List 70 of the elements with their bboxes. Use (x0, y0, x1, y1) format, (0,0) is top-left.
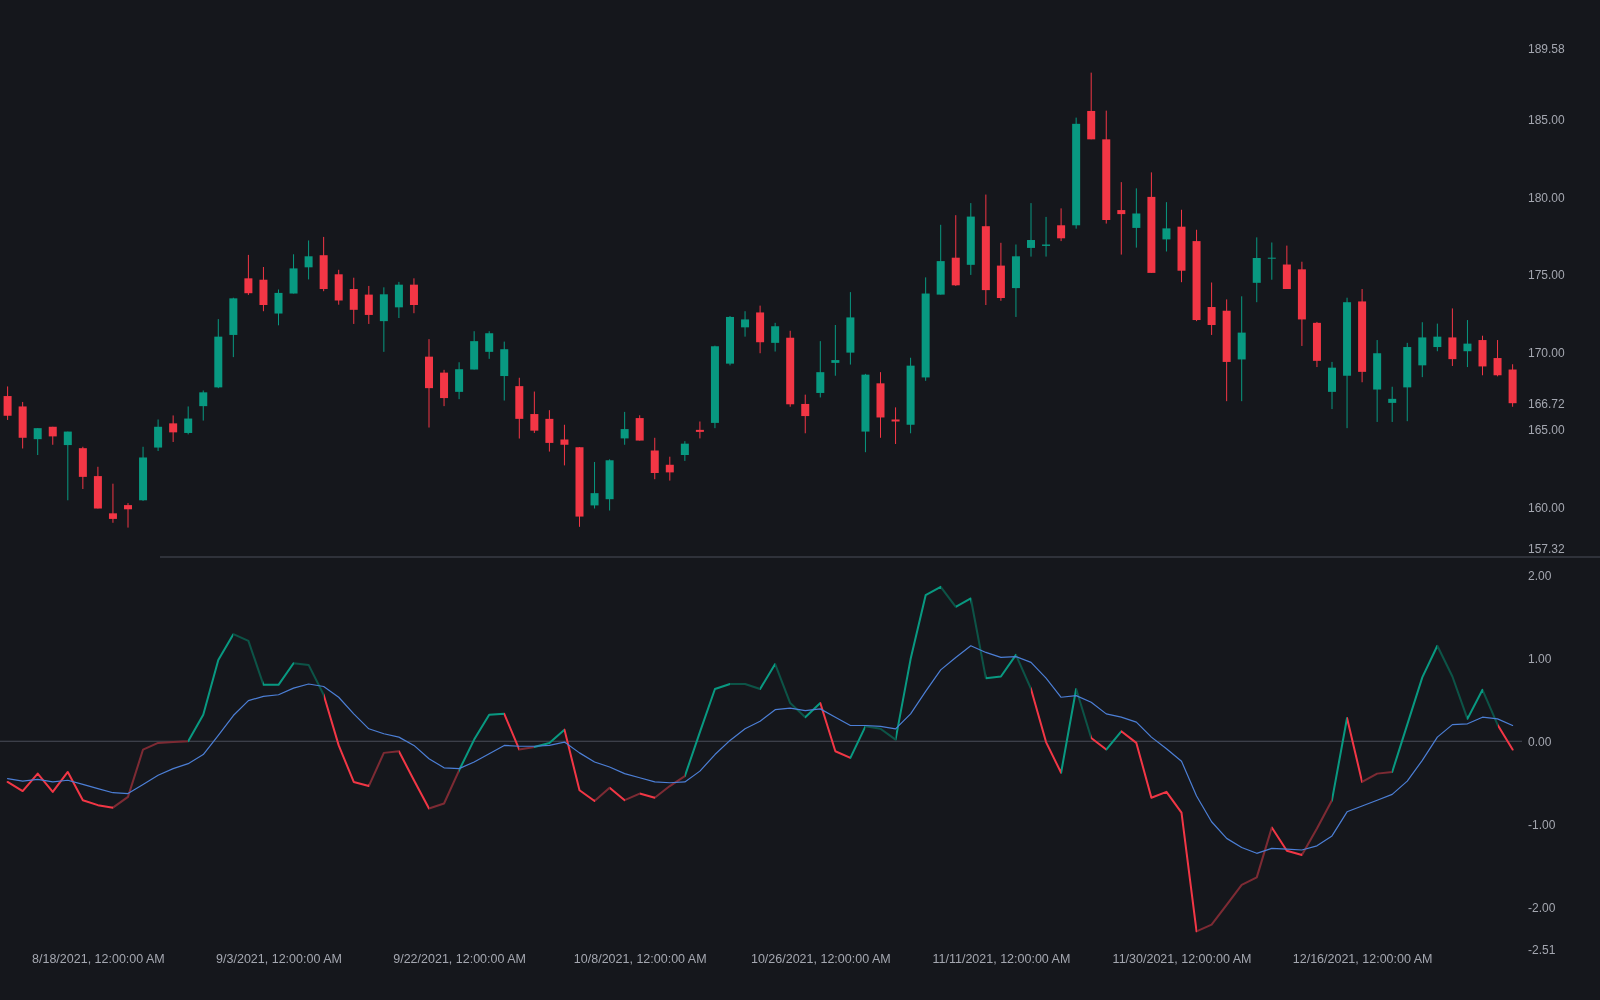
candlestick (1057, 207, 1066, 242)
x-tick-label: 9/22/2021, 12:00:00 AM (393, 951, 526, 966)
candlestick (635, 414, 644, 442)
candlestick (394, 281, 403, 319)
x-tick-label: 10/8/2021, 12:00:00 AM (573, 951, 707, 966)
candlestick (1117, 181, 1126, 256)
y-tick-label: 0.00 (1528, 734, 1552, 749)
candlestick (1132, 187, 1141, 249)
x-tick-label: 11/30/2021, 12:00:00 AM (1112, 951, 1252, 966)
candlestick (33, 427, 42, 456)
candlestick (199, 389, 208, 422)
candlestick (349, 277, 358, 325)
candlestick (1433, 323, 1442, 352)
line-series (6, 585, 1514, 933)
line-series (7, 645, 1514, 854)
y-tick-label: 1.00 (1528, 651, 1552, 666)
candlestick (771, 322, 780, 353)
y-tick-label: 189.58 (1528, 41, 1566, 56)
y-tick-label: -2.00 (1528, 900, 1556, 915)
x-tick-label: 12/16/2021, 12:00:00 AM (1292, 951, 1433, 966)
x-tick-label: 8/18/2021, 12:00:00 AM (32, 951, 165, 966)
x-tick-label: 11/11/2021, 12:00:00 AM (932, 951, 1071, 966)
candlestick (1027, 202, 1035, 258)
x-tick-label: 9/3/2021, 12:00:00 AM (216, 951, 342, 966)
candlestick (741, 310, 750, 338)
candlestick (680, 440, 689, 462)
y-tick-label: 160.00 (1528, 500, 1566, 515)
candlestick (650, 437, 659, 480)
y-tick-label: 185.00 (1528, 112, 1566, 127)
candlestick (364, 285, 373, 325)
candlestick (1448, 307, 1457, 367)
y-tick-label: 175.00 (1528, 268, 1566, 283)
y-tick-label: 170.00 (1528, 345, 1566, 360)
candlestick (1463, 319, 1472, 368)
candlestick (3, 385, 12, 421)
candlestick (1267, 241, 1276, 281)
candlestick (108, 483, 117, 524)
candlestick (1162, 201, 1171, 252)
candlestick (560, 424, 569, 466)
candlestick (831, 324, 840, 377)
candlestick (304, 239, 313, 280)
candlestick (1207, 282, 1216, 336)
candlestick (530, 391, 539, 434)
candlestick (485, 330, 494, 360)
x-tick-label: 10/26/2021, 12:00:00 AM (750, 951, 891, 966)
candlestick (274, 288, 283, 326)
candlestick (695, 421, 704, 439)
y-tick-label: -2.51 (1528, 942, 1556, 957)
candlestick (665, 456, 674, 482)
candlestick (63, 431, 72, 501)
candlestick (124, 502, 132, 529)
candlestick (244, 254, 253, 296)
y-tick-label: 157.32 (1528, 542, 1566, 557)
y-tick-label: 2.00 (1528, 568, 1552, 583)
candlestick (816, 340, 825, 398)
y-tick-label: 166.72 (1528, 396, 1566, 411)
candlestick (1388, 386, 1397, 423)
candlestick (891, 406, 900, 445)
candlestick (184, 405, 193, 435)
y-tick-label: -1.00 (1528, 817, 1556, 832)
candlestick (1493, 339, 1502, 377)
y-tick-label: 180.00 (1528, 190, 1566, 205)
candlestick (154, 418, 163, 452)
candlestick (455, 361, 464, 400)
candlestick (409, 277, 418, 314)
y-tick-label: 165.00 (1528, 423, 1566, 438)
candlestick (620, 411, 629, 446)
candlestick (801, 394, 810, 434)
candlestick (590, 461, 599, 510)
candlestick (169, 414, 178, 443)
